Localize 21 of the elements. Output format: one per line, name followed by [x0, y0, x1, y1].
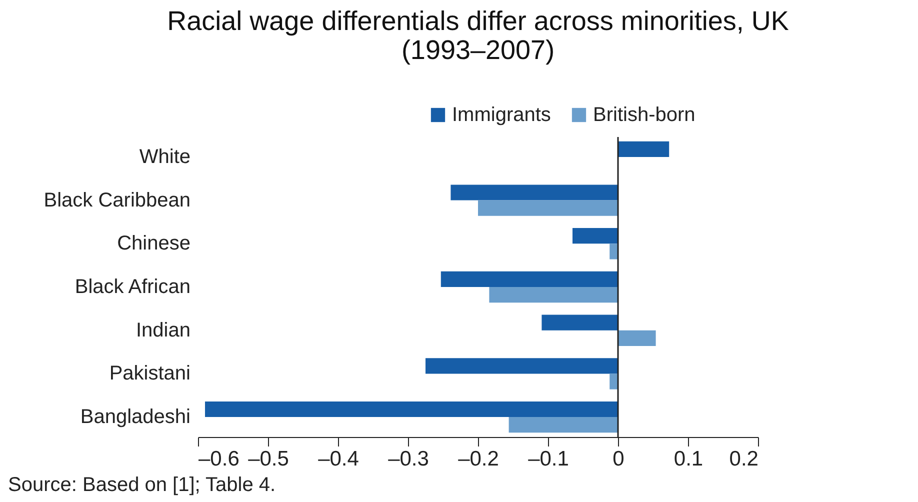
x-tick-label: 0.1	[674, 448, 704, 470]
y-tick-label: Bangladeshi	[80, 406, 190, 428]
x-tick-label: –0.1	[528, 448, 569, 470]
y-tick-label: Black African	[74, 276, 190, 298]
source-note: Source: Based on [1]; Table 4.	[8, 474, 276, 496]
legend-label: Immigrants	[452, 104, 551, 126]
y-tick-label: White	[139, 146, 190, 168]
x-tick-label: –0.2	[458, 448, 499, 470]
text: Racial wage differentials differ across minorities, UK	[167, 6, 789, 36]
x-tick-label: –0.5	[248, 448, 289, 470]
legend-label: British-born	[593, 104, 696, 126]
x-tick-label: –0.3	[388, 448, 429, 470]
y-tick-label: Indian	[136, 319, 190, 342]
x-tick-label: 0	[612, 448, 624, 470]
x-tick-label: –0.6	[198, 448, 240, 470]
x-tick-label: 0.2	[729, 448, 758, 470]
y-tick-label: Chinese	[117, 232, 190, 255]
y-tick-label: Black Caribbean	[44, 189, 190, 212]
text: (1993–2007)	[401, 35, 555, 65]
y-tick-label: Pakistani	[109, 362, 190, 385]
x-tick-label: –0.4	[318, 448, 360, 470]
